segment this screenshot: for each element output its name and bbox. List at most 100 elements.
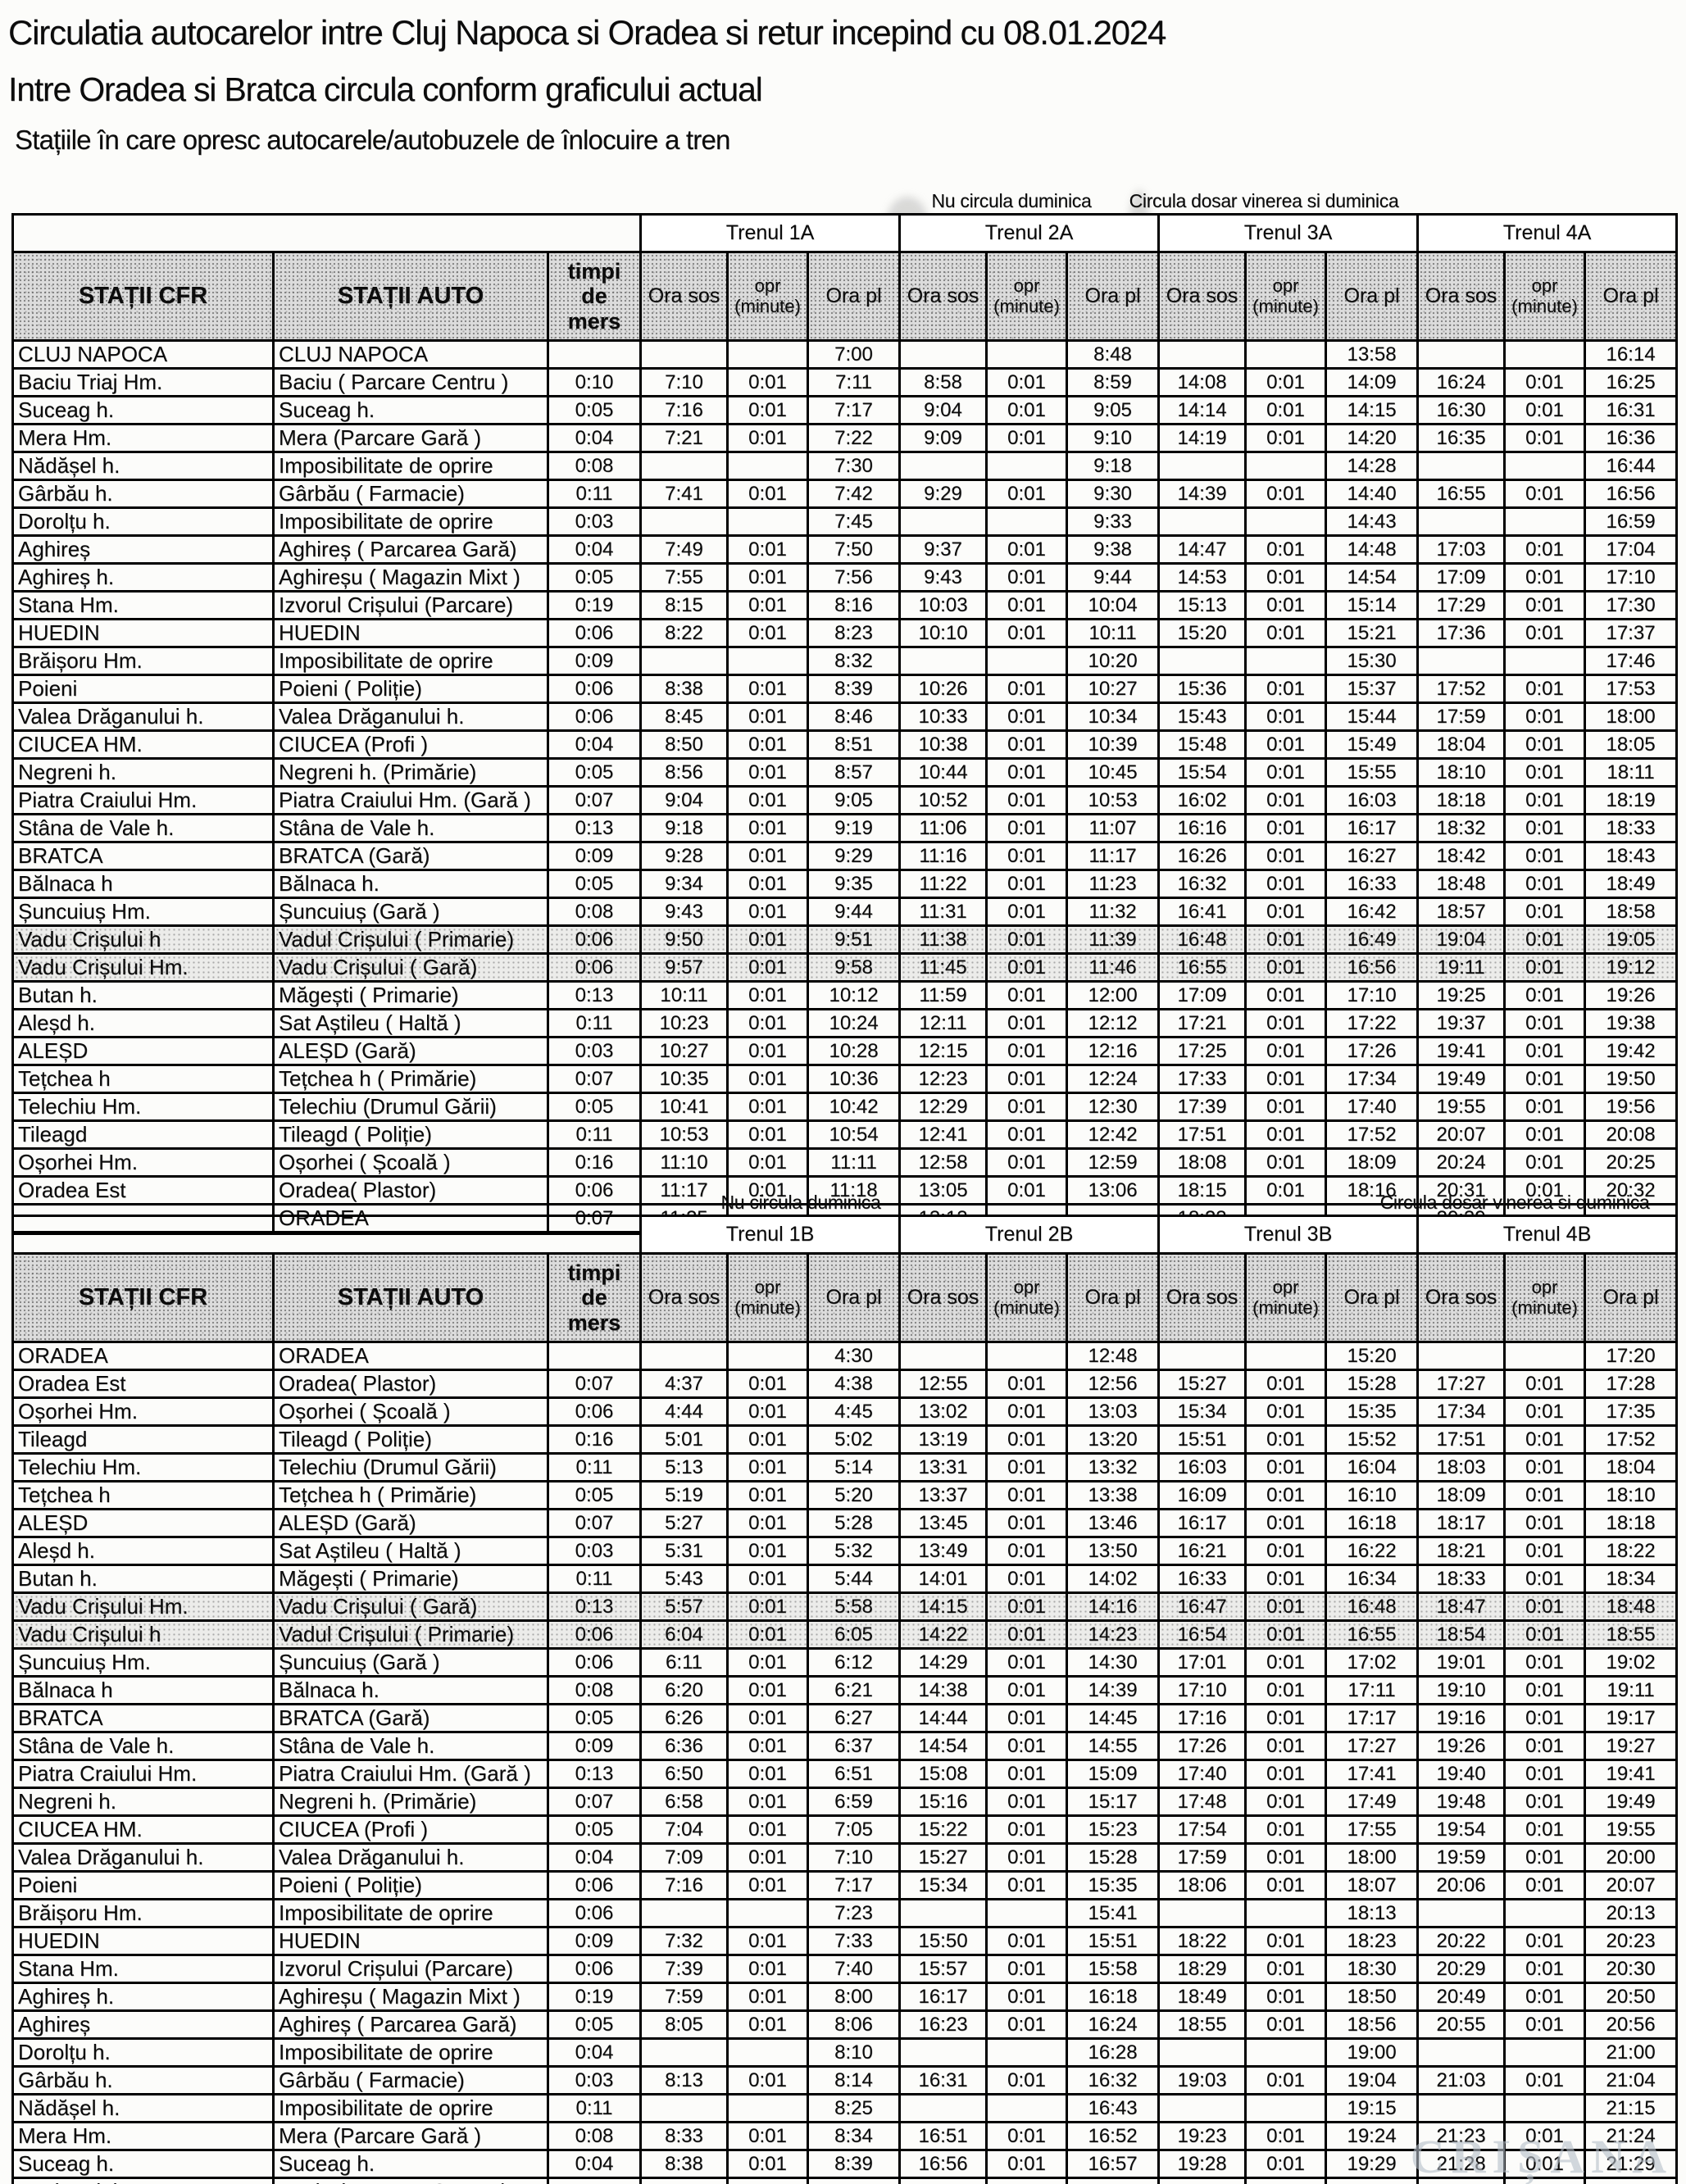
arrival-time-cell: 16:17: [898, 1982, 988, 2012]
station-cfr-cell: Telechiu Hm.: [11, 1092, 275, 1122]
departure-time-cell: 19:24: [1325, 2121, 1420, 2151]
arrival-time-cell: 18:03: [1416, 1452, 1506, 1482]
travel-time-cell: 0:07: [546, 1787, 643, 1817]
train-header-row: Trenul 1B Trenul 2B Trenul 3B Trenul 4B: [11, 1215, 1679, 1255]
train-header-cell: Trenul 3B: [1157, 1215, 1420, 1255]
stop-minutes-cell: 0:01: [1244, 952, 1328, 983]
departure-time-cell: 14:43: [1325, 506, 1420, 537]
departure-time-cell: 10:54: [807, 1119, 902, 1150]
station-cfr-cell: Poieni: [11, 674, 275, 704]
departure-time-cell: 11:32: [1066, 897, 1161, 927]
station-auto-cell: Telechiu (Drumul Gării): [272, 1452, 549, 1482]
travel-time-cell: [546, 1341, 643, 1371]
arrival-time-cell: 6:04: [639, 1619, 729, 1650]
arrival-time-cell: 9:29: [898, 479, 988, 509]
station-auto-cell: CIUCEA (Profi ): [272, 729, 549, 760]
stop-minutes-cell: 0:01: [985, 785, 1069, 815]
stop-minutes-cell: 0:01: [1244, 1452, 1328, 1482]
travel-time-cell: 0:13: [546, 1759, 643, 1789]
departure-time-cell: 17:37: [1584, 618, 1679, 648]
stop-minutes-cell: 0:01: [726, 897, 810, 927]
timetable-row: Mera Hm. Mera (Parcare Gară ) 0:08 8:33 0:01…: [11, 2121, 1679, 2151]
station-auto-cell: Stâna de Vale h.: [272, 813, 549, 843]
train-header-cell: Trenul 2A: [898, 213, 1161, 253]
column-header-ora-pl: Ora pl: [1584, 1252, 1679, 1343]
arrival-time-cell: 15:27: [898, 1842, 988, 1873]
stop-minutes-cell: 0:01: [1244, 813, 1328, 843]
timetable-row: Oșorhei Hm. Oșorhei ( Școală ) 0:16 11:10 0:…: [11, 1147, 1679, 1178]
stop-minutes-cell: 0:01: [1244, 423, 1328, 453]
timetable-row: Bălnaca h Bălnaca h. 0:05 9:34 0:01 9:35 11:22…: [11, 869, 1679, 899]
stop-minutes-cell: [985, 451, 1069, 481]
timetable-row: Vadu Crișului Hm. Vadu Crișului ( Gară) 0:…: [11, 1591, 1679, 1622]
arrival-time-cell: 19:16: [1416, 1703, 1506, 1733]
station-auto-cell: BRATCA (Gară): [272, 841, 549, 871]
departure-time-cell: 13:50: [1066, 1536, 1161, 1566]
departure-time-cell: 15:30: [1325, 646, 1420, 676]
stop-minutes-cell: 0:01: [726, 1870, 810, 1900]
station-cfr-cell: Gârbău h.: [11, 479, 275, 509]
arrival-time-cell: [1416, 506, 1506, 537]
travel-time-cell: 0:04: [546, 729, 643, 760]
stop-minutes-cell: 0:01: [1244, 757, 1328, 788]
departure-time-cell: 11:18: [807, 1175, 902, 1206]
stop-minutes-cell: 0:01: [985, 1619, 1069, 1650]
departure-time-cell: 20:08: [1584, 1119, 1679, 1150]
stop-minutes-cell: [1503, 1341, 1587, 1371]
station-cfr-cell: BRATCA: [11, 841, 275, 871]
arrival-time-cell: [898, 646, 988, 676]
arrival-time-cell: 16:21: [1157, 1536, 1247, 1566]
travel-time-cell: 0:06: [546, 702, 643, 732]
departure-time-cell: 16:18: [1325, 1508, 1420, 1538]
departure-time-cell: 11:07: [1066, 813, 1161, 843]
arrival-time-cell: [898, 506, 988, 537]
stop-minutes-cell: 0:01: [1244, 1147, 1328, 1178]
departure-time-cell: 17:02: [1325, 1647, 1420, 1678]
stop-minutes-cell: 0:01: [1503, 1814, 1587, 1845]
departure-time-cell: 19:05: [1584, 924, 1679, 955]
arrival-time-cell: 7:41: [639, 479, 729, 509]
departure-time-cell: 20:07: [1584, 1870, 1679, 1900]
timetable-section-return: Nu circula duminica Circula dosar vinere…: [11, 1192, 1679, 2184]
station-cfr-cell: ALEȘD: [11, 1508, 275, 1538]
station-cfr-cell: Piatra Craiului Hm.: [11, 785, 275, 815]
arrival-time-cell: 13:45: [898, 1508, 988, 1538]
station-auto-cell: Bălnaca h.: [272, 869, 549, 899]
arrival-time-cell: 18:55: [1157, 2009, 1247, 2040]
travel-time-cell: 0:06: [546, 618, 643, 648]
arrival-time-cell: [898, 339, 988, 370]
stop-minutes-cell: 0:01: [985, 1787, 1069, 1817]
departure-time-cell: 18:55: [1584, 1619, 1679, 1650]
stop-minutes-cell: 0:01: [726, 1536, 810, 1566]
stop-minutes-cell: 0:01: [985, 479, 1069, 509]
station-cfr-cell: Brăișoru Hm.: [11, 1898, 275, 1928]
stop-minutes-cell: 0:01: [726, 1731, 810, 1761]
station-auto-cell: Suceag h.: [272, 2149, 549, 2179]
stop-minutes-cell: [985, 1341, 1069, 1371]
timetable-row: Telechiu Hm. Telechiu (Drumul Gării) 0:11 5…: [11, 1452, 1679, 1482]
stop-minutes-cell: 0:01: [1503, 618, 1587, 648]
stop-minutes-cell: 0:01: [1244, 367, 1328, 397]
arrival-time-cell: 6:11: [639, 1647, 729, 1678]
arrival-time-cell: 15:57: [898, 1954, 988, 1984]
arrival-time-cell: 20:29: [1416, 1954, 1506, 1984]
stop-minutes-cell: 0:01: [1244, 2177, 1328, 2184]
arrival-time-cell: 5:01: [639, 1424, 729, 1455]
stop-minutes-cell: 0:01: [985, 1731, 1069, 1761]
stop-minutes-cell: 0:01: [1244, 1982, 1328, 2012]
station-auto-cell: Tileagd ( Poliție): [272, 1119, 549, 1150]
travel-time-cell: 0:06: [546, 1619, 643, 1650]
departure-time-cell: 7:33: [807, 1926, 902, 1956]
arrival-time-cell: 10:38: [898, 729, 988, 760]
stop-minutes-cell: 0:01: [1244, 1424, 1328, 1455]
station-auto-cell: Aghireș ( Parcarea Gară): [272, 534, 549, 565]
station-cfr-cell: Suceag h.: [11, 395, 275, 425]
station-auto-cell: Baciu ( Parcare Centru ): [272, 2177, 549, 2184]
arrival-time-cell: 11:06: [898, 813, 988, 843]
stop-minutes-cell: 0:01: [1503, 423, 1587, 453]
departure-time-cell: 13:38: [1066, 1480, 1161, 1510]
stop-minutes-cell: 0:01: [1503, 1703, 1587, 1733]
timetable-row: Suceag h. Suceag h. 0:04 8:38 0:01 8:39 16:56 0…: [11, 2149, 1679, 2179]
station-cfr-cell: Tileagd: [11, 1119, 275, 1150]
arrival-time-cell: [1157, 646, 1247, 676]
